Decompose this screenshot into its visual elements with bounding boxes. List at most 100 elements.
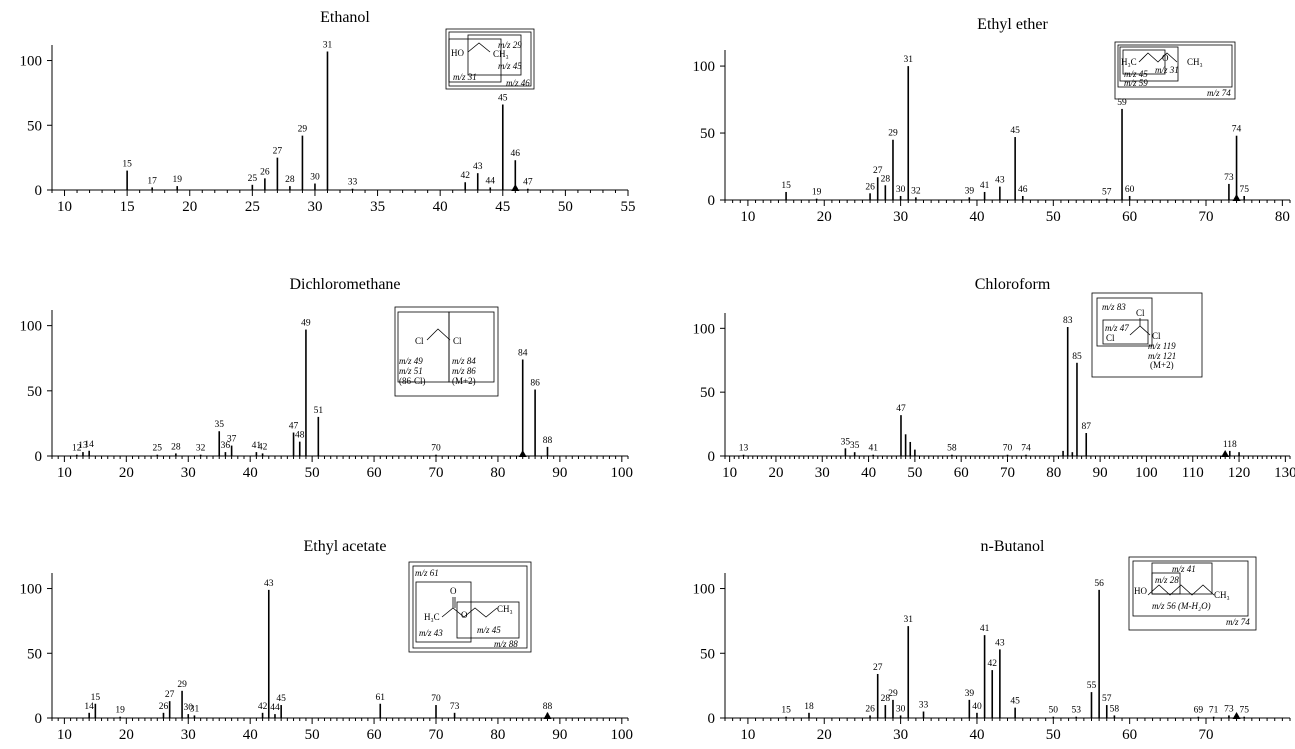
structure-inset: m/z 61 O H₃C O CH₃ m/z 43 m/z 45 m/z 88 [408, 561, 532, 653]
peak-label: 15 [122, 160, 132, 170]
x-tick-label: 80 [1046, 465, 1061, 481]
x-tick-label: 30 [181, 465, 196, 481]
chart-title: Ethyl acetate [303, 538, 386, 555]
fragment-label: m/z 47 [1105, 323, 1129, 333]
y-tick-label: 0 [708, 193, 716, 209]
peak-label: 26 [865, 704, 875, 714]
x-tick-label: 90 [1093, 465, 1108, 481]
peak-label: 19 [115, 706, 125, 716]
y-tick-label: 0 [708, 449, 716, 465]
x-tick-label: 40 [433, 199, 448, 215]
peak-label: 75 [1239, 185, 1249, 195]
y-tick-label: 0 [35, 183, 43, 199]
fragment-box [456, 601, 520, 639]
peak-label: 40 [972, 702, 982, 712]
peak-label: 55 [1087, 681, 1097, 691]
x-tick-label: 70 [1199, 727, 1214, 743]
fragment-label: (M+2) [1150, 360, 1174, 370]
structure-atom-label: HO [451, 48, 464, 58]
peak-label: 13 [78, 441, 88, 451]
y-tick-label: 100 [20, 54, 43, 70]
fragment-label: m/z 45 [477, 625, 501, 635]
structure-atom-label: O [450, 586, 457, 596]
structure-atom-label: H₃C [1121, 57, 1137, 67]
chart-title: Ethanol [320, 9, 370, 26]
peak-label: 43 [995, 638, 1005, 648]
x-tick-label: 80 [490, 727, 505, 743]
fragment-box [1132, 560, 1249, 617]
peak-label: 18 [804, 702, 814, 712]
spectrum-panel: Ethanol 10 15 20 25 30 35 40 45 50 55 0 50 100 15 17 19 2… [20, 9, 636, 215]
structure-atom-label: Cl [1152, 331, 1161, 341]
x-tick-label: 25 [245, 199, 260, 215]
y-tick-label: 50 [700, 646, 715, 662]
fragment-box [1096, 297, 1153, 347]
peak-label: 84 [518, 349, 528, 359]
structure-box [1114, 41, 1236, 100]
peak-label: 14 [84, 702, 94, 712]
fragment-label: m/z 61 [415, 568, 439, 578]
bond-line [1138, 52, 1178, 63]
peak-label: 31 [190, 704, 200, 714]
x-tick-label: 20 [817, 727, 832, 743]
peak-label: 17 [147, 176, 157, 186]
fragment-label: m/z 31 [1155, 65, 1179, 75]
fragment-box [412, 565, 528, 649]
spectrum-panel: Ethyl ether 10 20 30 40 50 60 70 80 0 50 100 15 19 26 2… [693, 16, 1291, 225]
peak-label: 45 [276, 694, 286, 704]
fragment-label: m/z 83 [1102, 302, 1126, 312]
y-tick-label: 50 [700, 385, 715, 401]
peak-label: 45 [1010, 697, 1020, 707]
peak-label: 33 [348, 178, 358, 188]
x-tick-label: 10 [722, 465, 737, 481]
peak-label: 42 [460, 171, 470, 181]
x-tick-label: 40 [969, 727, 984, 743]
peak-label: 61 [376, 693, 386, 703]
x-tick-label: 60 [1122, 727, 1137, 743]
peak-label: 27 [873, 663, 883, 673]
x-tick-label: 10 [57, 199, 72, 215]
peak-label: 19 [172, 175, 182, 185]
structure-atom-label: Cl [453, 336, 462, 346]
structure-atom-label: HO [1134, 586, 1147, 596]
fragment-label: m/z 74 [1207, 88, 1231, 98]
x-tick-label: 30 [181, 727, 196, 743]
peak-label: 25 [153, 444, 163, 454]
spectrum-panel: Dichloromethane 10 20 30 40 50 60 70 80 90 100 0 50 1… [20, 276, 634, 481]
x-tick-label: 20 [119, 727, 134, 743]
x-tick-label: 60 [367, 465, 382, 481]
y-tick-label: 50 [700, 126, 715, 142]
molecular-ion-marker [518, 450, 527, 457]
peak-label: 58 [1110, 704, 1120, 714]
peak-label: 26 [260, 167, 270, 177]
peak-label: 59 [1117, 98, 1127, 108]
peak-label: 42 [258, 702, 268, 712]
x-tick-label: 90 [552, 727, 567, 743]
x-tick-label: 60 [954, 465, 969, 481]
fragment-label: m/z 119 [1148, 341, 1176, 351]
x-tick-label: 40 [861, 465, 876, 481]
peak-label: 44 [270, 703, 280, 713]
peak-label: 14 [84, 440, 94, 450]
fragment-label: m/z 59 [1124, 78, 1148, 88]
x-tick-label: 10 [57, 727, 72, 743]
peak-label: 60 [1125, 185, 1135, 195]
molecular-ion-marker [1232, 194, 1241, 201]
peak-label: 86 [530, 379, 540, 389]
y-tick-label: 0 [35, 711, 43, 727]
peak-label: 44 [486, 176, 496, 186]
peak-label: 70 [431, 444, 441, 454]
x-tick-label: 90 [552, 465, 567, 481]
x-tick-label: 40 [243, 465, 258, 481]
peak-label: 29 [888, 129, 898, 139]
y-tick-label: 50 [27, 118, 42, 134]
peak-label: 88 [543, 436, 553, 446]
peak-label: 56 [1094, 579, 1104, 589]
structure-box [394, 306, 499, 397]
x-tick-label: 50 [558, 199, 573, 215]
y-tick-label: 50 [27, 384, 42, 400]
peak-label: 47 [896, 404, 906, 414]
x-tick-label: 45 [495, 199, 510, 215]
